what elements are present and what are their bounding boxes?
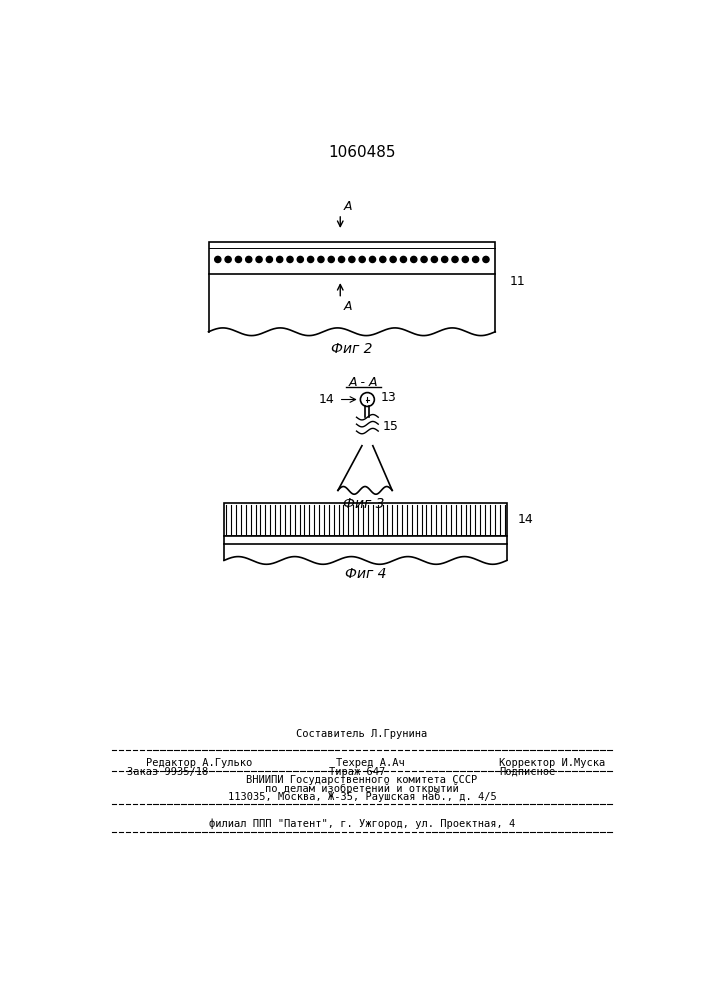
Circle shape bbox=[421, 256, 427, 263]
Circle shape bbox=[276, 256, 283, 263]
Text: 113035, Москва, Ж-35, Раушская наб., д. 4/5: 113035, Москва, Ж-35, Раушская наб., д. … bbox=[228, 792, 496, 802]
Circle shape bbox=[442, 256, 448, 263]
Text: 14: 14 bbox=[319, 393, 335, 406]
Circle shape bbox=[431, 256, 438, 263]
Circle shape bbox=[349, 256, 355, 263]
Text: 15: 15 bbox=[383, 420, 399, 433]
Circle shape bbox=[215, 256, 221, 263]
Circle shape bbox=[411, 256, 417, 263]
Text: Тираж 647: Тираж 647 bbox=[329, 767, 385, 777]
Circle shape bbox=[235, 256, 242, 263]
Circle shape bbox=[318, 256, 324, 263]
Circle shape bbox=[308, 256, 314, 263]
Circle shape bbox=[267, 256, 272, 263]
Circle shape bbox=[256, 256, 262, 263]
Circle shape bbox=[359, 256, 366, 263]
Text: 11: 11 bbox=[509, 275, 525, 288]
Text: Техред А.Ач: Техред А.Ач bbox=[337, 758, 405, 768]
Text: по делам изобретений и открытий: по делам изобретений и открытий bbox=[265, 783, 459, 794]
Circle shape bbox=[400, 256, 407, 263]
Bar bbox=[224, 536, 507, 544]
Text: Редактор А.Гулько: Редактор А.Гулько bbox=[146, 758, 252, 768]
Text: 14: 14 bbox=[518, 513, 534, 526]
Circle shape bbox=[483, 256, 489, 263]
Circle shape bbox=[328, 256, 334, 263]
Text: A: A bbox=[344, 200, 353, 213]
Circle shape bbox=[225, 256, 231, 263]
Circle shape bbox=[369, 256, 375, 263]
Bar bbox=[224, 503, 507, 536]
Text: Фиг 3: Фиг 3 bbox=[343, 497, 384, 511]
Circle shape bbox=[245, 256, 252, 263]
Text: Составитель Л.Грунина: Составитель Л.Грунина bbox=[296, 729, 428, 739]
Circle shape bbox=[297, 256, 303, 263]
Text: Фиг 2: Фиг 2 bbox=[331, 342, 373, 356]
Text: Корректор И.Муска: Корректор И.Муска bbox=[499, 758, 605, 768]
Circle shape bbox=[462, 256, 469, 263]
Circle shape bbox=[339, 256, 344, 263]
Text: 1060485: 1060485 bbox=[328, 145, 396, 160]
Circle shape bbox=[380, 256, 386, 263]
Circle shape bbox=[472, 256, 479, 263]
Circle shape bbox=[452, 256, 458, 263]
Text: A - A: A - A bbox=[349, 376, 378, 389]
Text: A: A bbox=[344, 300, 352, 313]
Text: Подписное: Подписное bbox=[499, 767, 556, 777]
Text: ВНИИПИ Государственного комитета СССР: ВНИИПИ Государственного комитета СССР bbox=[246, 775, 477, 785]
Text: Заказ 9935/18: Заказ 9935/18 bbox=[127, 767, 209, 777]
Bar bbox=[209, 242, 495, 274]
Text: филиал ППП "Патент", г. Ужгород, ул. Проектная, 4: филиал ППП "Патент", г. Ужгород, ул. Про… bbox=[209, 819, 515, 829]
Circle shape bbox=[390, 256, 396, 263]
Text: 13: 13 bbox=[380, 391, 397, 404]
Text: Фиг 4: Фиг 4 bbox=[345, 567, 386, 581]
Circle shape bbox=[287, 256, 293, 263]
